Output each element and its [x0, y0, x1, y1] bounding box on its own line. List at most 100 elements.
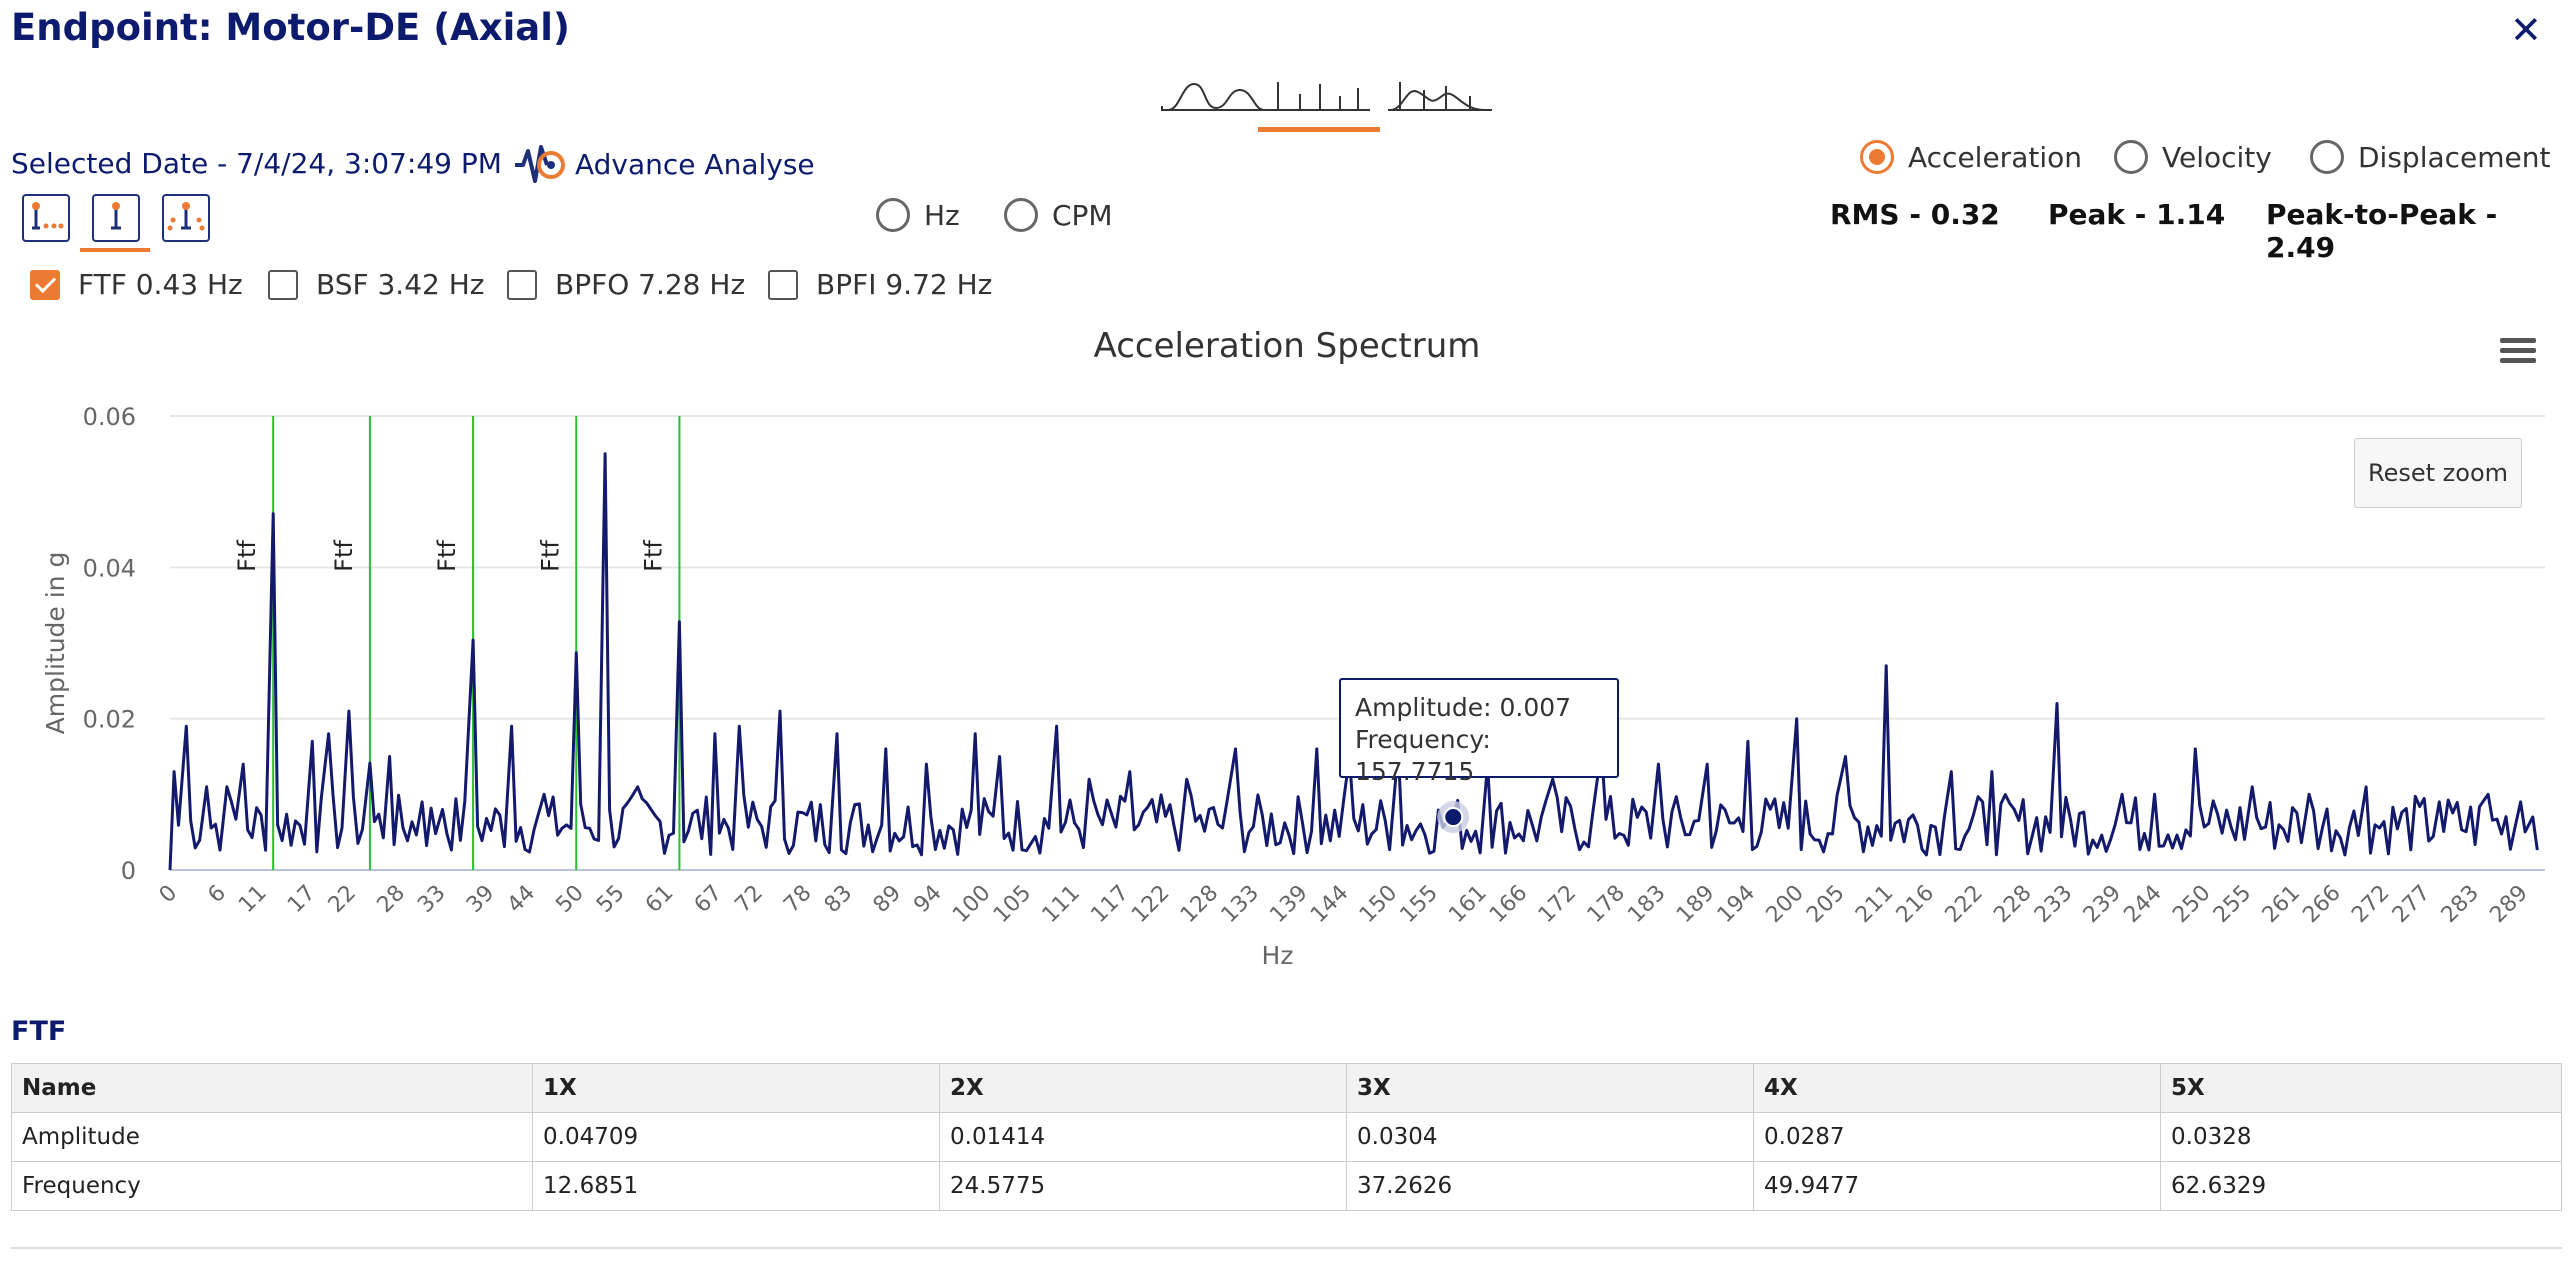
x-tick-label: 139	[1265, 881, 1312, 928]
x-tick-label: 277	[2388, 881, 2435, 928]
checkbox-bsf[interactable]: BSF 3.42 Hz	[268, 268, 485, 301]
advance-analyse-label: Advance Analyse	[575, 147, 815, 181]
x-tick-label: 239	[2079, 881, 2126, 928]
y-tick-label: 0	[121, 857, 136, 885]
table-cell: 24.5775	[939, 1161, 1347, 1211]
table-cell: 0.0287	[1753, 1112, 2161, 1162]
single-cursor-button[interactable]	[92, 194, 140, 242]
x-tick-label: 261	[2258, 881, 2305, 928]
x-tick-label: 128	[1176, 881, 1223, 928]
x-tick-label: 272	[2347, 881, 2394, 928]
combined-icon	[1388, 82, 1492, 111]
checkbox-bpfo[interactable]: BPFO 7.28 Hz	[507, 268, 745, 301]
x-tick-label: 39	[462, 881, 499, 918]
x-tick-label: 61	[641, 881, 678, 918]
tab-spectrum[interactable]	[1258, 66, 1378, 128]
table-cell: Frequency	[11, 1161, 533, 1211]
radio-velocity[interactable]: Velocity	[2114, 140, 2272, 174]
harmonic-cursor-button[interactable]	[22, 194, 70, 242]
checkbox-box	[507, 269, 537, 300]
x-tick-label: 117	[1086, 881, 1133, 928]
tab-waveform[interactable]	[1158, 66, 1278, 128]
x-tick-label: 28	[373, 881, 410, 918]
radio-circle	[1860, 140, 1894, 174]
x-tick-label: 67	[690, 881, 727, 918]
checkbox-bsf-label: BSF 3.42 Hz	[316, 268, 485, 301]
table-cell: 0.01414	[939, 1112, 1347, 1162]
table-cell: 0.0304	[1346, 1112, 1754, 1162]
single-cursor-icon	[111, 202, 121, 230]
close-icon[interactable]: ✕	[2510, 8, 2542, 52]
sideband-cursor-button[interactable]	[162, 194, 210, 242]
radio-hz[interactable]: Hz	[876, 198, 960, 232]
x-tick-label: 50	[551, 881, 588, 918]
tab-combined[interactable]	[1380, 66, 1500, 128]
x-tick-label: 17	[283, 881, 320, 918]
ftf-marker-label: Ftf	[536, 540, 564, 572]
ftf-table: Name 1X 2X 3X 4X 5X Amplitude 0.04709 0.…	[11, 1063, 2562, 1211]
x-tick-label: 122	[1127, 881, 1174, 928]
y-tick-label: 0.04	[83, 554, 136, 582]
x-tick-label: 89	[869, 881, 906, 918]
y-tick-label: 0.06	[83, 403, 136, 431]
x-tick-label: 78	[779, 881, 816, 918]
x-tick-label: 111	[1038, 881, 1085, 928]
x-tick-label: 150	[1355, 881, 1402, 928]
x-tick-label: 155	[1396, 881, 1443, 928]
divider	[11, 1247, 2562, 1249]
radio-acceleration[interactable]: Acceleration	[1860, 140, 2082, 174]
checkbox-box	[768, 269, 798, 300]
checkbox-bpfi[interactable]: BPFI 9.72 Hz	[768, 268, 992, 301]
chart-title: Acceleration Spectrum	[1093, 326, 1481, 366]
advance-analyse-icon	[515, 145, 565, 183]
x-tick-label: 255	[2209, 881, 2256, 928]
x-tick-label: 289	[2485, 881, 2532, 928]
reset-zoom-button[interactable]: Reset zoom	[2354, 438, 2522, 508]
x-tick-label: 55	[592, 881, 629, 918]
table-header-row: Name 1X 2X 3X 4X 5X	[11, 1063, 2562, 1113]
active-tab-indicator	[1258, 127, 1380, 132]
table-header: 4X	[1753, 1063, 2161, 1113]
x-tick-label: 266	[2298, 881, 2345, 928]
x-tick-label: 144	[1306, 881, 1353, 928]
peak-to-peak-value: Peak-to-Peak - 2.49	[2266, 198, 2498, 264]
table-header: Name	[11, 1063, 533, 1113]
table-cell: 12.6851	[532, 1161, 940, 1211]
active-cursor-indicator	[80, 248, 150, 252]
table-header: 2X	[939, 1063, 1347, 1113]
advance-analyse-button[interactable]: Advance Analyse	[513, 141, 815, 187]
peak-value: Peak - 1.14	[2048, 198, 2226, 231]
x-tick-label: 216	[1892, 881, 1939, 928]
radio-circle	[876, 198, 910, 232]
x-tick-label: 133	[1217, 881, 1264, 928]
tooltip-box: Amplitude: 0.007 Frequency: 157.7715	[1339, 678, 1619, 786]
checkbox-bpfo-label: BPFO 7.28 Hz	[555, 268, 746, 301]
chart-tooltip: Amplitude: 0.007 Frequency: 157.7715	[1339, 678, 1621, 786]
x-tick-label: 161	[1444, 881, 1491, 928]
checkbox-ftf[interactable]: FTF 0.43 Hz	[30, 268, 243, 301]
sideband-cursor-icon	[167, 202, 205, 231]
radio-displacement[interactable]: Displacement	[2310, 140, 2551, 174]
x-tick-label: 83	[820, 881, 857, 918]
chart-menu-icon[interactable]	[2500, 338, 2536, 370]
x-tick-label: 178	[1583, 881, 1630, 928]
table-section-title: FTF	[11, 1016, 67, 1047]
table-header: 3X	[1346, 1063, 1754, 1113]
x-tick-label: 6	[203, 881, 231, 909]
table-header: 1X	[532, 1063, 940, 1113]
x-tick-label: 244	[2119, 881, 2166, 928]
y-axis-label: Amplitude in g	[41, 552, 70, 735]
x-tick-label: 211	[1851, 881, 1898, 928]
spectrum-icon	[1266, 82, 1370, 111]
y-tick-label: 0.02	[83, 706, 136, 734]
ftf-marker-label: Ftf	[330, 540, 358, 572]
radio-circle	[1004, 198, 1038, 232]
radio-cpm[interactable]: CPM	[1004, 198, 1113, 232]
checkbox-box	[268, 269, 298, 300]
table-header: 5X	[2160, 1063, 2562, 1113]
hover-point	[1443, 807, 1464, 828]
x-tick-label: 222	[1941, 881, 1988, 928]
x-tick-label: 22	[324, 881, 361, 918]
table-cell: 62.6329	[2160, 1161, 2562, 1211]
